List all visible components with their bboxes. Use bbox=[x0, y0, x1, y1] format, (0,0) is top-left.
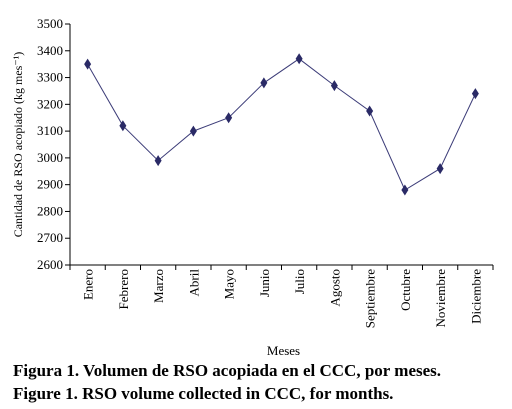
x-tick-label: Agosto bbox=[327, 269, 342, 307]
data-point-marker bbox=[471, 88, 479, 100]
x-tick-label: Febrero bbox=[116, 269, 131, 309]
y-tick-label: 2900 bbox=[37, 177, 63, 192]
data-point-marker bbox=[225, 112, 233, 124]
line-chart: 2600 2700 2800 2900 3000 3100 3200 3300 3400 3500… bbox=[11, 16, 494, 358]
data-point-marker bbox=[154, 155, 162, 167]
data-point-marker bbox=[189, 125, 197, 137]
data-point-marker bbox=[260, 77, 268, 89]
y-tick-label: 2700 bbox=[37, 230, 63, 245]
y-tick-label: 3500 bbox=[37, 16, 63, 31]
data-markers bbox=[84, 53, 479, 196]
y-tick-label: 3100 bbox=[37, 123, 63, 138]
data-point-marker bbox=[295, 53, 303, 65]
x-tick-label: Julio bbox=[292, 269, 307, 294]
x-tick-label: Enero bbox=[81, 269, 96, 300]
x-tick-label: Junio bbox=[257, 269, 272, 297]
x-tick-label: Septiembre bbox=[363, 269, 378, 328]
y-tick-label: 2800 bbox=[37, 203, 63, 218]
x-axis-ticks: Enero Febrero Marzo Abril Mayo Junio Julio Agos… bbox=[69, 265, 494, 328]
figure-caption-english: Figure 1. RSO volume collected in CCC, f… bbox=[13, 384, 394, 403]
x-tick-label: Marzo bbox=[151, 269, 166, 303]
x-tick-label: Abril bbox=[186, 269, 201, 297]
y-tick-label: 3400 bbox=[37, 43, 63, 58]
y-tick-label: 2600 bbox=[37, 257, 63, 272]
y-tick-label: 3300 bbox=[37, 70, 63, 85]
data-point-marker bbox=[401, 184, 409, 196]
data-point-marker bbox=[119, 120, 127, 132]
y-tick-label: 3200 bbox=[37, 96, 63, 111]
data-point-marker bbox=[436, 163, 444, 175]
y-axis-title: Cantidad de RSO acopiado (kg mes⁻¹) bbox=[11, 52, 25, 238]
y-axis-ticks: 2600 2700 2800 2900 3000 3100 3200 3300 3400 3500 bbox=[37, 16, 70, 272]
y-tick-label: 3000 bbox=[37, 150, 63, 165]
data-point-marker bbox=[330, 80, 338, 92]
series-line bbox=[87, 58, 476, 191]
figure-caption-spanish: Figura 1. Volumen de RSO acopiada en el … bbox=[13, 361, 442, 380]
x-tick-label: Diciembre bbox=[468, 269, 483, 324]
x-tick-label: Octubre bbox=[398, 269, 413, 311]
data-point-marker bbox=[84, 58, 92, 70]
x-axis-title: Meses bbox=[267, 343, 300, 358]
x-tick-label: Mayo bbox=[222, 269, 237, 299]
x-tick-label: Noviembre bbox=[433, 269, 448, 328]
data-point-marker bbox=[366, 105, 374, 117]
